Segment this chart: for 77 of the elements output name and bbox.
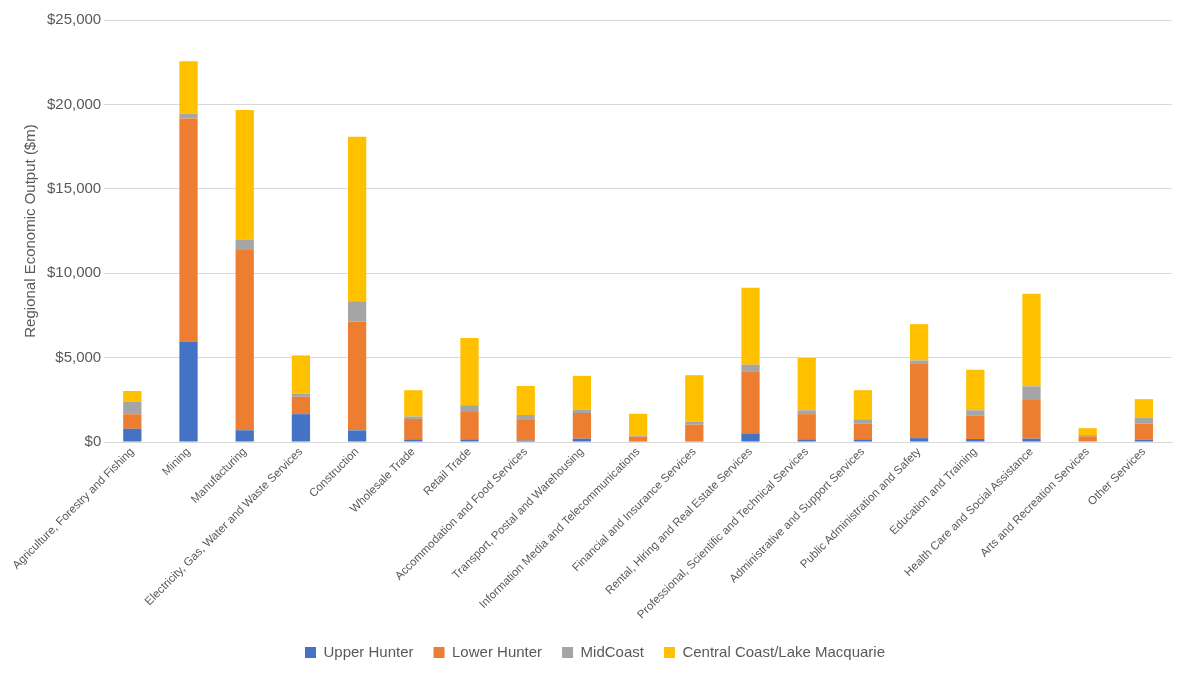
bar xyxy=(460,405,479,412)
y-tick-label: $10,000 xyxy=(46,263,102,281)
y-tick-label: $15,000 xyxy=(46,178,102,196)
bar xyxy=(235,109,254,240)
bar xyxy=(1078,428,1097,436)
bar xyxy=(966,438,985,442)
bar xyxy=(123,391,142,402)
bar xyxy=(235,430,254,442)
bar xyxy=(685,375,704,422)
legend-label: MidCoast xyxy=(580,642,645,660)
legend-label: Lower Hunter xyxy=(452,642,543,660)
bar xyxy=(179,341,198,442)
bar xyxy=(235,239,254,250)
bar xyxy=(966,415,985,439)
bar xyxy=(685,424,704,442)
bar xyxy=(1078,436,1097,442)
bar xyxy=(347,321,367,431)
bar xyxy=(291,414,311,442)
bar xyxy=(909,438,929,442)
bar xyxy=(1022,293,1041,387)
bar xyxy=(235,249,254,431)
bar xyxy=(797,410,816,415)
y-tick-label: $5,000 xyxy=(55,347,102,365)
bar xyxy=(123,414,142,429)
bar xyxy=(460,439,479,442)
bar xyxy=(291,393,311,397)
bar xyxy=(123,401,142,415)
bar xyxy=(741,371,760,434)
bar xyxy=(460,338,479,406)
bar xyxy=(179,113,198,119)
bar xyxy=(1134,423,1154,440)
bar xyxy=(347,430,367,442)
bar xyxy=(853,419,873,424)
y-axis-title: Regional Economic Output ($m) xyxy=(21,124,39,338)
legend-label: Upper Hunter xyxy=(323,642,414,660)
bar xyxy=(628,436,648,442)
bar xyxy=(853,390,873,420)
y-tick-label: $25,000 xyxy=(46,10,102,28)
bar xyxy=(516,419,535,441)
y-tick-label: $0 xyxy=(84,432,102,450)
bar xyxy=(741,433,760,442)
bar xyxy=(347,301,367,322)
bar xyxy=(909,360,929,364)
bar xyxy=(628,413,648,436)
bar xyxy=(741,287,760,365)
bar xyxy=(966,369,985,411)
bar xyxy=(966,410,985,416)
bar xyxy=(291,355,311,394)
bar xyxy=(1022,399,1041,439)
bar xyxy=(404,418,423,440)
y-tick-label: $20,000 xyxy=(46,94,102,112)
bar xyxy=(572,375,592,410)
bar xyxy=(1022,438,1041,442)
bar xyxy=(572,412,592,439)
bar xyxy=(909,363,929,439)
bar xyxy=(572,438,592,442)
bar xyxy=(797,414,816,440)
bar xyxy=(685,421,704,425)
bar xyxy=(853,439,873,442)
bar xyxy=(404,439,423,442)
bar xyxy=(853,423,873,440)
bar xyxy=(291,396,311,415)
bar xyxy=(1134,399,1154,418)
bar xyxy=(516,385,535,415)
bar xyxy=(909,324,929,361)
legend-label: Central Coast/Lake Macquarie xyxy=(682,642,886,660)
bar xyxy=(179,61,198,114)
bar xyxy=(179,118,198,342)
bar xyxy=(797,439,816,442)
bar xyxy=(1022,386,1041,400)
bar xyxy=(741,364,760,372)
bar xyxy=(460,411,479,440)
bar xyxy=(516,415,535,420)
bar xyxy=(404,390,423,417)
bar xyxy=(123,428,142,442)
bar xyxy=(797,358,816,411)
bar xyxy=(347,136,367,302)
